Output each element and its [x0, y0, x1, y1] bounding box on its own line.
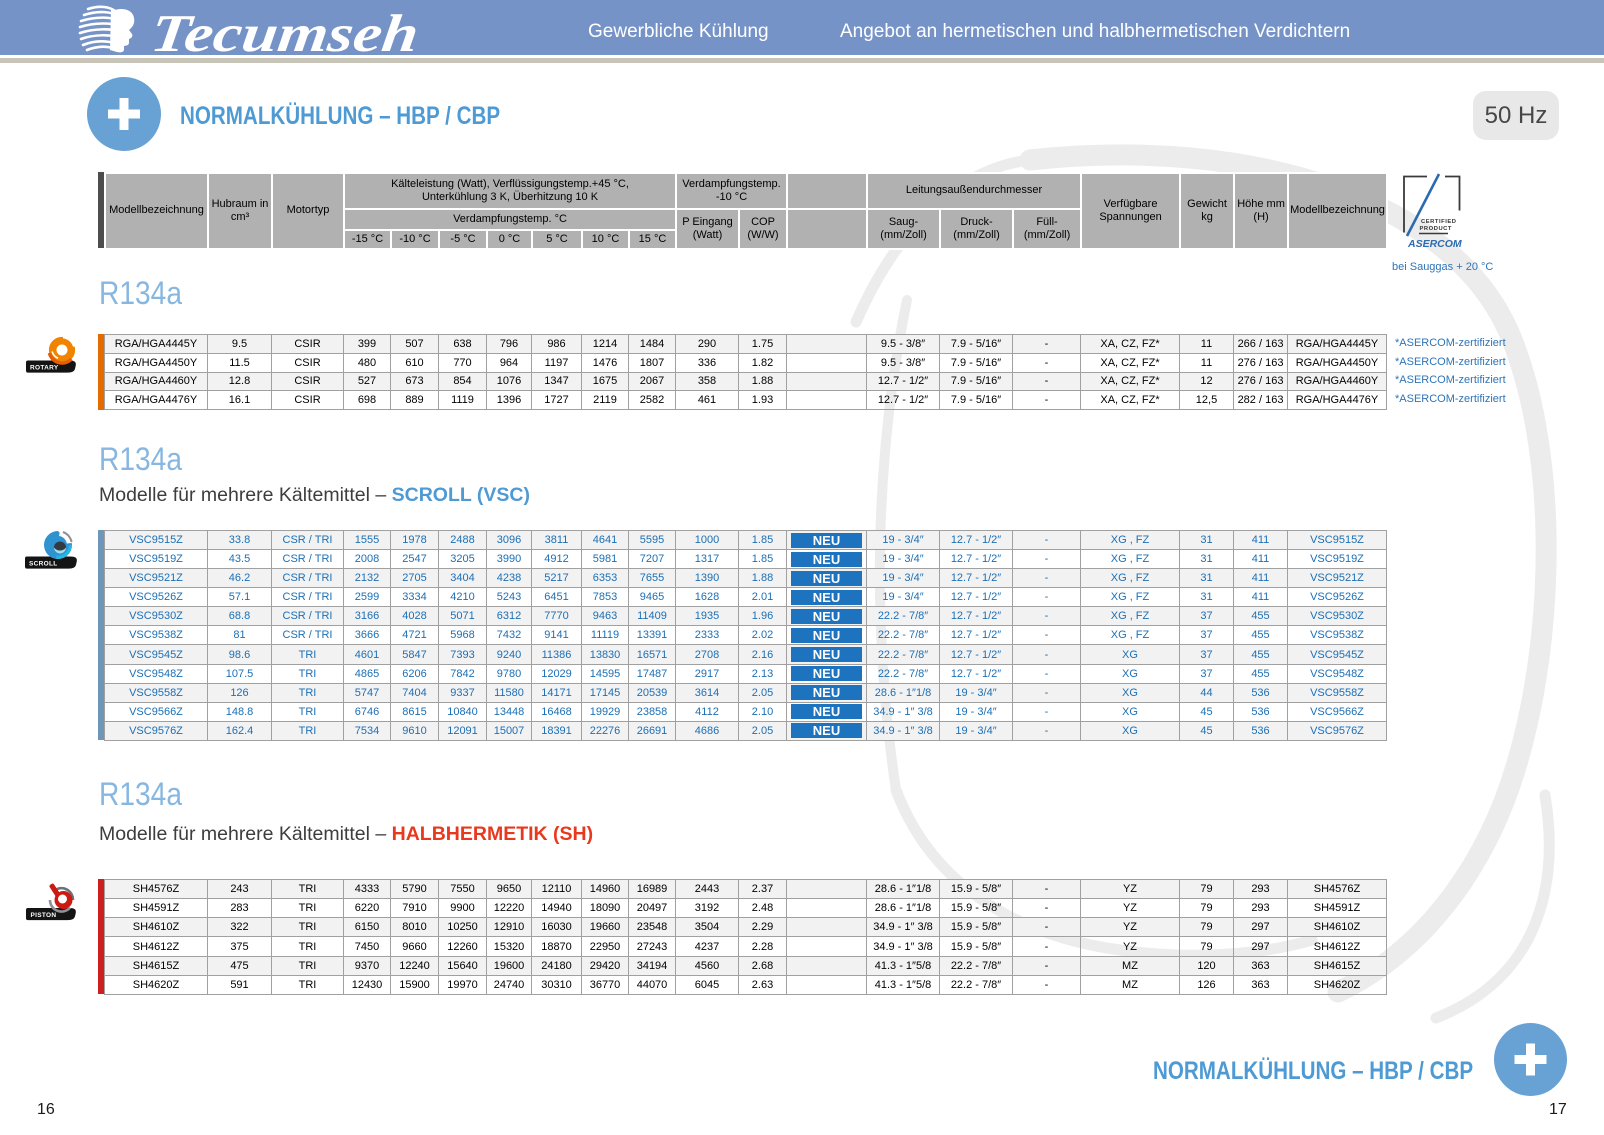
svg-text:PISTON: PISTON — [31, 912, 57, 919]
svg-text:ASERCOM: ASERCOM — [1407, 238, 1462, 250]
svg-text:Tecumseh: Tecumseh — [148, 4, 423, 55]
svg-text:CERTIFIED: CERTIFIED — [1421, 219, 1457, 225]
svg-text:PRODUCT: PRODUCT — [1420, 226, 1453, 232]
svg-text:SCROLL: SCROLL — [29, 561, 58, 568]
svg-text:ROTARY: ROTARY — [30, 365, 59, 372]
